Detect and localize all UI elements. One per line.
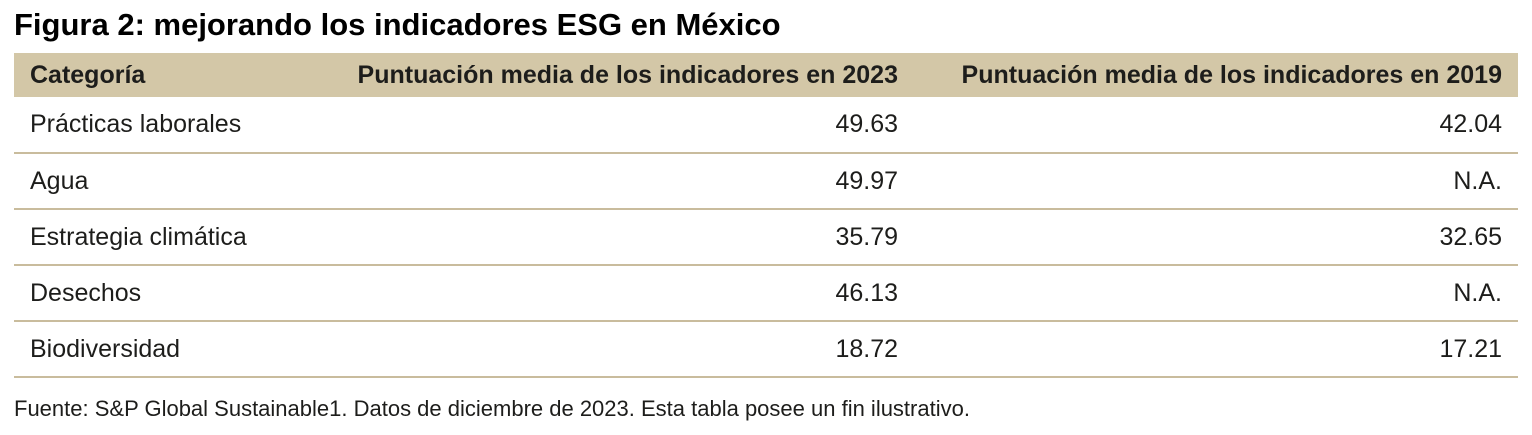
header-cell-category: Categoría <box>14 53 299 98</box>
cell-score-2019: N.A. <box>914 153 1518 211</box>
cell-score-2019: 42.04 <box>914 97 1518 155</box>
cell-category: Agua <box>14 153 299 211</box>
cell-score-2023: 49.97 <box>299 153 914 211</box>
cell-category: Estrategia climática <box>14 209 299 267</box>
header-cell-score-2019: Puntuación media de los indicadores en 2… <box>914 53 1518 98</box>
cell-category: Biodiversidad <box>14 321 299 379</box>
cell-score-2023: 18.72 <box>299 321 914 379</box>
table-row: Agua 49.97 N.A. <box>14 153 1518 211</box>
figure-title: Figura 2: mejorando los indicadores ESG … <box>14 7 781 42</box>
cell-category: Prácticas laborales <box>14 97 299 155</box>
cell-score-2019: 17.21 <box>914 321 1518 379</box>
table-row: Estrategia climática 35.79 32.65 <box>14 209 1518 267</box>
figure-container: Figura 2: mejorando los indicadores ESG … <box>14 7 1518 422</box>
esg-indicators-table: Categoría Puntuación media de los indica… <box>14 53 1518 379</box>
table-row: Prácticas laborales 49.63 42.04 <box>14 97 1518 155</box>
cell-score-2023: 35.79 <box>299 209 914 267</box>
cell-score-2019: N.A. <box>914 265 1518 323</box>
cell-score-2019: 32.65 <box>914 209 1518 267</box>
cell-category: Desechos <box>14 265 299 323</box>
cell-score-2023: 46.13 <box>299 265 914 323</box>
table-header-row: Categoría Puntuación media de los indica… <box>14 53 1518 98</box>
header-cell-score-2023: Puntuación media de los indicadores en 2… <box>299 53 914 98</box>
table-row: Desechos 46.13 N.A. <box>14 265 1518 323</box>
table-row: Biodiversidad 18.72 17.21 <box>14 321 1518 379</box>
source-note: Fuente: S&P Global Sustainable1. Datos d… <box>14 396 970 422</box>
cell-score-2023: 49.63 <box>299 97 914 155</box>
